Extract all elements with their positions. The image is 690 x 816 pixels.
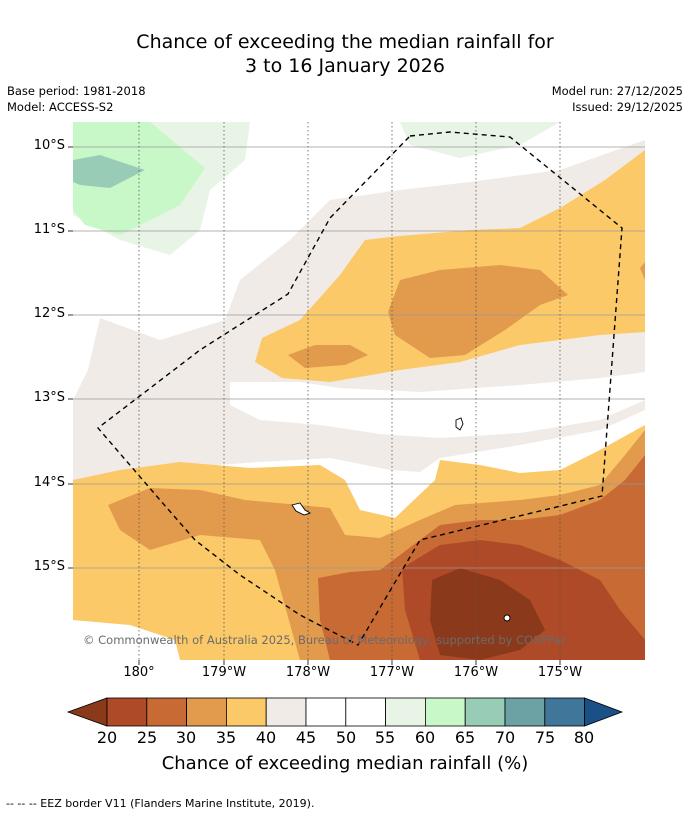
- colorbar-25-30: [146, 697, 188, 727]
- colorbar-tick-40: 40: [255, 728, 277, 747]
- colorbar: [66, 697, 624, 727]
- colorbar-tick-65: 65: [454, 728, 476, 747]
- colorbar-55-60: [385, 697, 426, 727]
- colorbar-tick-20: 20: [96, 728, 118, 747]
- colorbar-above80: [584, 697, 624, 727]
- colorbar-tick-60: 60: [414, 728, 436, 747]
- issued-date: Issued: 29/12/2025: [572, 100, 683, 114]
- base-period: Base period: 1981-2018: [7, 84, 146, 98]
- island-west: [291, 502, 312, 516]
- colorbar-30-35: [186, 697, 227, 727]
- lat-label-13s: 13°S: [33, 390, 65, 405]
- lat-label-14s: 14°S: [33, 475, 65, 490]
- colorbar-title: Chance of exceeding median rainfall (%): [161, 753, 529, 774]
- colorbar-65-70: [464, 697, 506, 727]
- title-line-1: Chance of exceeding the median rainfall …: [136, 31, 554, 53]
- lat-label-12s: 12°S: [33, 306, 65, 321]
- colorbar-45-50: [305, 697, 347, 727]
- colorbar-20-25: [106, 697, 148, 727]
- neutral-southwest: [73, 620, 180, 660]
- lat-label-11s: 11°S: [33, 222, 65, 237]
- dry-patch-east-30: [640, 262, 645, 280]
- colorbar-tick-80: 80: [573, 728, 595, 747]
- island-east: [455, 417, 464, 431]
- model-run: Model run: 27/12/2025: [551, 84, 683, 98]
- colorbar-tick-50: 50: [335, 728, 357, 747]
- lon-label-175w: 175°W: [537, 665, 583, 680]
- title-line-2: 3 to 16 January 2026: [245, 55, 445, 77]
- colorbar-tick-30: 30: [175, 728, 197, 747]
- lon-label-179w: 179°W: [201, 665, 247, 680]
- lon-label-180: 180°: [123, 665, 155, 680]
- colorbar-below20: [66, 697, 108, 727]
- colorbar-70-75: [504, 697, 546, 727]
- colorbar-60-65: [424, 697, 466, 727]
- colorbar-tick-75: 75: [534, 728, 556, 747]
- wet-region-north: [400, 122, 560, 158]
- colorbar-tick-25: 25: [136, 728, 158, 747]
- colorbar-tick-35: 35: [215, 728, 237, 747]
- colorbar-tick-45: 45: [295, 728, 317, 747]
- colorbar-35-40: [225, 697, 267, 727]
- colorbar-75-80: [544, 697, 585, 727]
- lat-label-15s: 15°S: [33, 559, 65, 574]
- neutral-gap: [230, 372, 645, 438]
- lon-label-178w: 178°W: [285, 665, 331, 680]
- lon-label-177w: 177°W: [369, 665, 415, 680]
- eez-border-note: -- -- -- EEZ border V11 (Flanders Marine…: [6, 797, 315, 810]
- island-south: [503, 614, 511, 622]
- colorbar-40-45: [265, 697, 307, 727]
- colorbar-50-55: [345, 697, 386, 727]
- colorbar-tick-55: 55: [374, 728, 396, 747]
- dry-band-north-35: [255, 150, 645, 382]
- copyright-notice: © Commonwealth of Australia 2025, Bureau…: [83, 633, 568, 647]
- lat-label-10s: 10°S: [33, 138, 65, 153]
- eez-border: [96, 131, 623, 646]
- model-name: Model: ACCESS-S2: [7, 100, 114, 114]
- lon-label-176w: 176°W: [453, 665, 499, 680]
- colorbar-tick-70: 70: [494, 728, 516, 747]
- wet-region-strong: [73, 155, 145, 188]
- dry-patch-north-30: [388, 265, 568, 358]
- dry-patch-south-below20: [430, 568, 545, 660]
